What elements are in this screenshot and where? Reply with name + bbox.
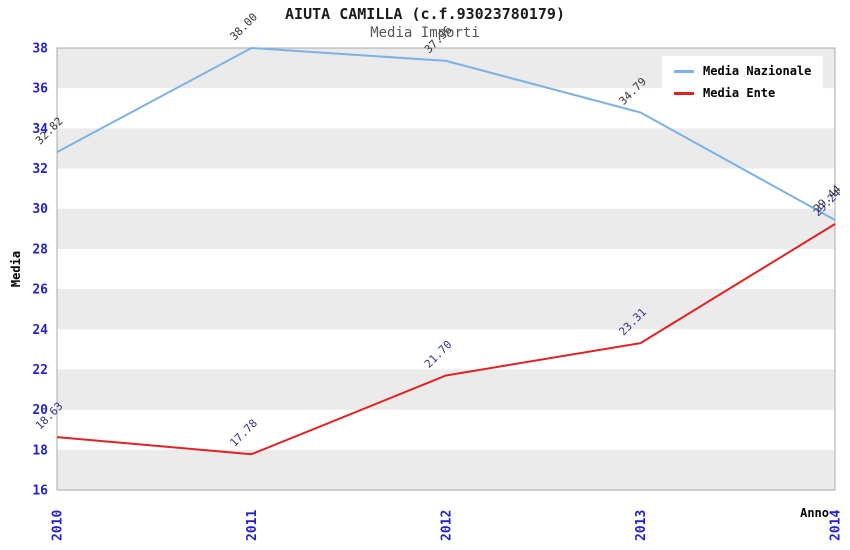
y-tick-label: 30 xyxy=(32,202,48,217)
legend-item-media-nazionale[interactable]: Media Nazionale xyxy=(674,60,811,82)
y-axis-title: Media xyxy=(9,251,23,287)
plot-bands xyxy=(57,48,835,490)
x-tick-label: 2010 xyxy=(51,510,66,541)
y-tick-label: 18 xyxy=(32,443,48,458)
y-axis-tick-labels: 38 36 34 32 30 28 26 24 22 20 18 16 xyxy=(32,42,48,499)
plot-band xyxy=(57,128,835,169)
y-tick-label: 24 xyxy=(32,323,48,338)
chart-title: AIUTA CAMILLA (c.f.93023780179) xyxy=(285,5,565,23)
plot-border xyxy=(56,47,836,491)
x-tick-label: 2014 xyxy=(829,510,844,541)
series-line-media-nazionale xyxy=(56,47,836,221)
plot-band xyxy=(57,208,835,249)
y-tick-label: 16 xyxy=(32,484,48,499)
x-axis-title: Anno xyxy=(800,506,829,520)
x-tick-label: 2011 xyxy=(245,510,260,541)
y-tick-label: 22 xyxy=(32,363,48,378)
y-tick-label: 32 xyxy=(32,162,48,177)
y-tick-label: 28 xyxy=(32,242,48,257)
series-lines xyxy=(56,47,836,456)
y-tick-label: 38 xyxy=(32,42,48,57)
legend-label: Media Nazionale xyxy=(703,64,812,78)
legend-item-media-ente[interactable]: Media Ente xyxy=(674,82,811,104)
plot-band xyxy=(57,289,835,330)
data-point-label: 17.78 xyxy=(227,417,260,450)
y-tick-label: 20 xyxy=(32,403,48,418)
series-line-media-ente xyxy=(56,223,836,456)
y-tick-label: 36 xyxy=(32,82,48,97)
data-point-label: 21.70 xyxy=(422,338,455,371)
x-axis-tick-labels: 2010 2011 2012 2013 2014 xyxy=(51,510,844,541)
y-tick-label: 34 xyxy=(32,122,48,137)
plot-band xyxy=(57,449,835,490)
x-tick-label: 2013 xyxy=(634,510,649,541)
media-nazionale-line-icon xyxy=(674,69,694,73)
y-tick-label: 26 xyxy=(32,283,48,298)
legend: Media Nazionale Media Ente xyxy=(662,56,824,110)
chart-subtitle: Media Importi xyxy=(370,25,480,41)
x-tick-label: 2012 xyxy=(440,510,455,541)
media-ente-line-icon xyxy=(674,91,694,95)
legend-label: Media Ente xyxy=(703,86,776,100)
